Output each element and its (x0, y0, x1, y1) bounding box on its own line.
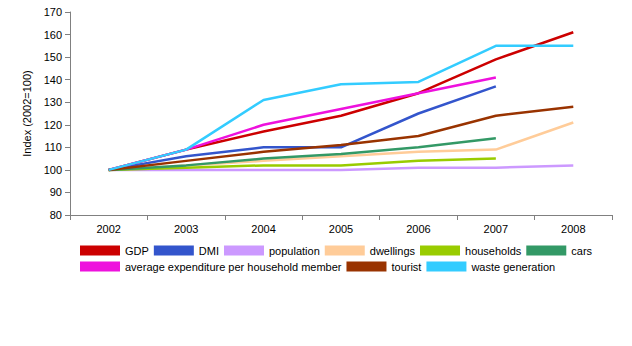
svg-text:Index (2002=100): Index (2002=100) (21, 70, 33, 157)
svg-text:waste generation: waste generation (470, 261, 555, 273)
svg-text:90: 90 (50, 186, 62, 198)
svg-text:120: 120 (44, 119, 62, 131)
svg-text:2008: 2008 (561, 223, 585, 235)
svg-text:170: 170 (44, 6, 62, 18)
svg-text:110: 110 (44, 141, 62, 153)
svg-text:2007: 2007 (484, 223, 508, 235)
svg-text:population: population (269, 245, 320, 257)
svg-text:dwellings: dwellings (370, 245, 416, 257)
svg-text:130: 130 (44, 96, 62, 108)
svg-text:GDP: GDP (125, 245, 149, 257)
svg-text:2002: 2002 (96, 223, 120, 235)
svg-text:2006: 2006 (406, 223, 430, 235)
svg-text:tourist: tourist (391, 261, 421, 273)
svg-text:households: households (465, 245, 522, 257)
svg-text:2003: 2003 (174, 223, 198, 235)
svg-text:100: 100 (44, 164, 62, 176)
svg-text:140: 140 (44, 74, 62, 86)
svg-text:2004: 2004 (251, 223, 275, 235)
svg-text:cars: cars (571, 245, 592, 257)
svg-text:80: 80 (50, 209, 62, 221)
svg-text:average expenditure per househ: average expenditure per household member (125, 261, 342, 273)
svg-text:DMI: DMI (199, 245, 219, 257)
svg-text:150: 150 (44, 51, 62, 63)
svg-text:160: 160 (44, 29, 62, 41)
svg-text:2005: 2005 (329, 223, 353, 235)
